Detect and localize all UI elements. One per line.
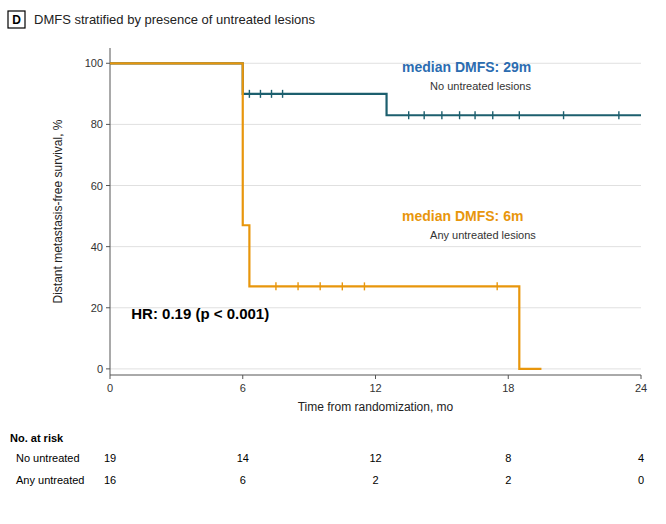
grid-line (110, 124, 641, 125)
x-axis (110, 375, 641, 376)
x-tick-label: 18 (502, 382, 514, 394)
y-tick-label: 80 (91, 118, 103, 130)
censor-mark (342, 282, 343, 290)
y-tick-label: 20 (91, 302, 103, 314)
censor-mark (260, 90, 261, 98)
at-risk-row-label: No untreated (16, 452, 80, 464)
censor-mark (364, 282, 365, 290)
at-risk-value: 4 (638, 452, 644, 464)
y-tick (106, 246, 110, 247)
censor-mark (271, 90, 272, 98)
x-tick (508, 375, 509, 379)
x-tick-label: 12 (369, 382, 381, 394)
y-tick (106, 368, 110, 369)
hr-annotation: HR: 0.19 (p < 0.001) (131, 305, 269, 322)
censor-mark (459, 111, 460, 119)
x-axis-label: Time from randomization, mo (298, 400, 454, 414)
censor-mark (282, 90, 283, 98)
at-risk-value: 2 (505, 474, 511, 486)
x-tick (641, 375, 642, 379)
survival-curve (110, 63, 541, 369)
y-tick (106, 124, 110, 125)
at-risk-value: 12 (369, 452, 381, 464)
censor-mark (249, 90, 250, 98)
series-label: Any untreated lesions (430, 229, 536, 241)
panel-box (8, 11, 25, 28)
at-risk-value: 0 (638, 474, 644, 486)
grid-line (110, 368, 641, 369)
censor-mark (275, 282, 276, 290)
x-tick-label: 6 (240, 382, 246, 394)
censor-mark (563, 111, 564, 119)
censor-mark (319, 282, 320, 290)
x-tick (242, 375, 243, 379)
censor-mark (618, 111, 619, 119)
censor-mark (297, 282, 298, 290)
x-tick (375, 375, 376, 379)
censor-mark (496, 282, 497, 290)
x-tick-label: 0 (107, 382, 113, 394)
at-risk-value: 2 (372, 474, 378, 486)
at-risk-value: 6 (240, 474, 246, 486)
at-risk-value: 16 (104, 474, 116, 486)
y-tick (106, 307, 110, 308)
grid-line (110, 246, 641, 247)
y-tick (106, 185, 110, 186)
grid-line (110, 185, 641, 186)
y-axis (110, 48, 111, 375)
y-tick (106, 63, 110, 64)
series-label: No untreated lesions (430, 80, 531, 92)
chart: D DMFS stratified by presence of untreate… (0, 0, 666, 524)
title: DMFS stratified by presence of untreated… (34, 12, 316, 27)
plot-area (110, 63, 641, 369)
panel-label: D (12, 13, 21, 27)
at-risk-row-label: Any untreated (16, 474, 85, 486)
median-label: median DMFS: 29m (402, 59, 531, 75)
at-risk-value: 8 (505, 452, 511, 464)
censor-mark (423, 111, 424, 119)
at-risk-value: 19 (104, 452, 116, 464)
survival-curve (110, 63, 641, 115)
y-axis-label: Distant metastasis-free survival, % (51, 119, 65, 303)
x-tick-label: 24 (635, 382, 647, 394)
y-tick-label: 0 (97, 363, 103, 375)
at-risk-header: No. at risk (10, 432, 64, 444)
censor-mark (519, 111, 520, 119)
censor-mark (474, 111, 475, 119)
censor-mark (492, 111, 493, 119)
y-tick-label: 40 (91, 241, 103, 253)
censor-mark (441, 111, 442, 119)
y-tick-label: 100 (85, 57, 103, 69)
y-tick-label: 60 (91, 180, 103, 192)
censor-mark (408, 111, 409, 119)
median-label: median DMFS: 6m (402, 208, 523, 224)
at-risk-value: 14 (237, 452, 249, 464)
x-tick (110, 375, 111, 379)
